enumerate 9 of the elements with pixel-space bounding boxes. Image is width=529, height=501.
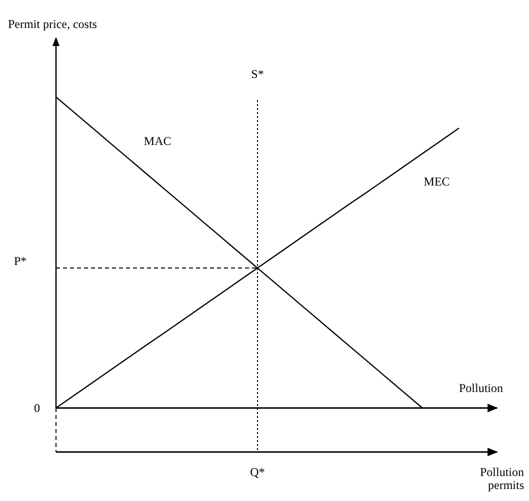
- series-label: MAC: [144, 134, 172, 148]
- text: Pollution permits: [480, 465, 524, 492]
- x-axis-title: Pollution: [458, 381, 503, 395]
- text: S*: [251, 67, 264, 81]
- series-label: MEC: [424, 174, 450, 189]
- text: Q*: [250, 465, 265, 479]
- text: Permit price, costs: [8, 17, 98, 31]
- text: 0: [34, 401, 40, 415]
- ref-line-label: P*: [14, 254, 27, 268]
